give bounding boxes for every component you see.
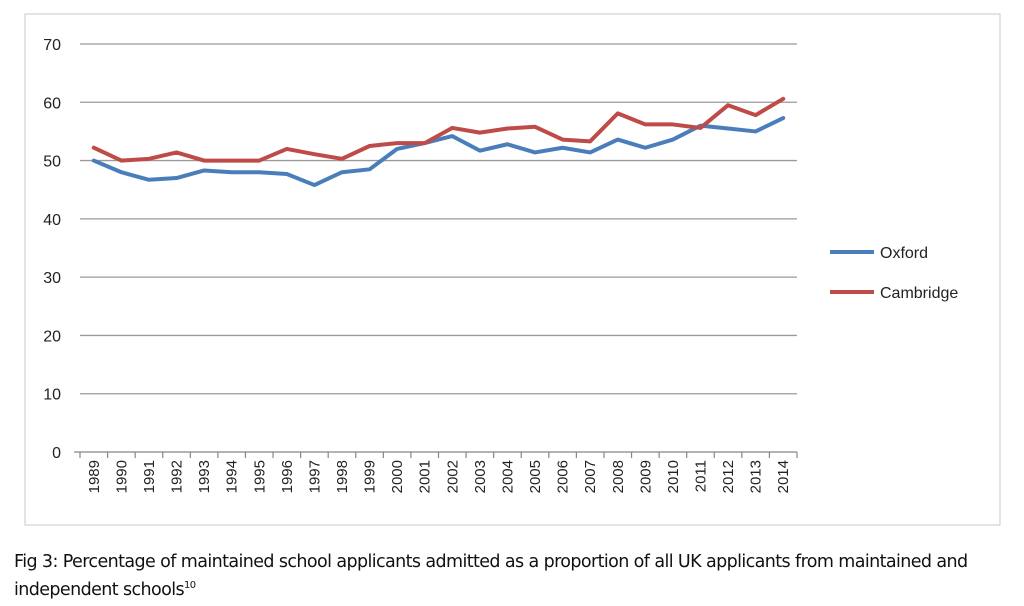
y-tick-label: 20: [43, 328, 61, 345]
x-tick-label: 1989: [86, 460, 103, 493]
x-tick-label: 2012: [720, 460, 737, 493]
legend-label: Oxford: [880, 245, 928, 262]
x-tick-label: 2001: [417, 460, 434, 493]
x-tick-label: 2013: [748, 460, 765, 493]
x-tick-label: 2011: [692, 460, 709, 492]
x-tick-label: 2000: [389, 460, 406, 493]
x-tick-label: 1995: [251, 460, 268, 493]
x-tick-label: 1994: [224, 460, 241, 493]
x-tick-label: 1997: [306, 460, 323, 493]
line-chart: 0 10 20 30 40 50 60 70 1989 1990 1991 1992 1993 1994…: [24, 13, 1001, 526]
x-tick-label: 2002: [444, 460, 461, 493]
y-tick-label: 10: [43, 387, 61, 404]
x-tick-label: 2006: [555, 460, 572, 493]
x-tick-label: 1992: [169, 460, 186, 493]
x-tick-label: 2009: [637, 460, 654, 493]
x-tick-label: 2007: [582, 460, 599, 493]
series-line-cambridge: [91, 96, 786, 163]
x-tick-label: 2008: [610, 460, 627, 493]
y-tick-label: 40: [43, 212, 61, 229]
y-tick-label: 0: [52, 445, 61, 462]
figure-caption: Fig 3: Percentage of maintained school a…: [14, 550, 1019, 602]
y-tick-label: 70: [43, 37, 61, 54]
x-tick-label: 1999: [362, 460, 379, 493]
x-tick-label: 2004: [499, 460, 516, 493]
legend-label: Cambridge: [880, 285, 958, 302]
caption-footnote: 10: [184, 580, 196, 591]
x-tick-label: 2005: [527, 460, 544, 493]
x-tick-label: 1998: [334, 460, 351, 493]
series-line-oxford: [91, 116, 786, 188]
x-tick-label: 1991: [141, 460, 158, 493]
x-tick-label: 1990: [113, 460, 130, 493]
x-tick-label: 2010: [665, 460, 682, 493]
y-tick-label: 30: [43, 270, 61, 287]
y-tick-label: 50: [43, 154, 61, 171]
chart-border: [24, 13, 1001, 526]
x-tick-label: 2014: [775, 460, 792, 493]
y-tick-label: 60: [43, 95, 61, 112]
x-tick-label: 2003: [472, 460, 489, 493]
x-tick-label: 1993: [196, 460, 213, 493]
x-tick-label: 1996: [279, 460, 296, 493]
caption-text: Fig 3: Percentage of maintained school a…: [14, 552, 968, 600]
